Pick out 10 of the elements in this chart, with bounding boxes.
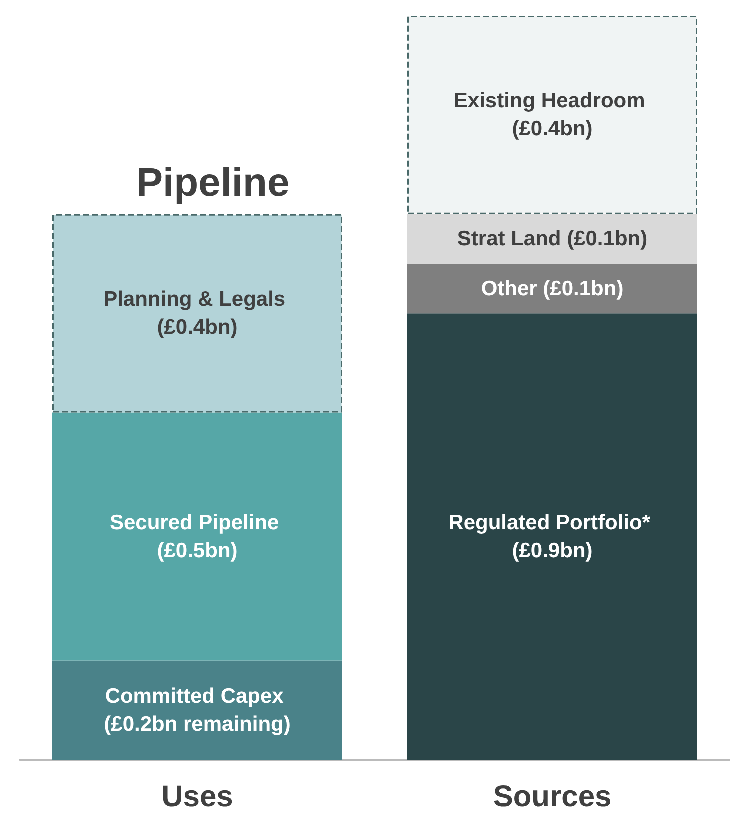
text: Pipeline <box>136 161 290 205</box>
data-label: Strat Land (£0.1bn) <box>457 228 648 251</box>
data-label: Other (£0.1bn) <box>481 277 624 300</box>
x-tick-label: Uses <box>162 780 234 814</box>
data-label: Planning & Legals (£0.4bn) <box>104 288 292 340</box>
data-label: Committed Capex (£0.2bn remaining) <box>104 684 291 736</box>
x-tick-label: Sources <box>493 780 612 814</box>
data-label: Regulated Portfolio* (£0.9bn) <box>448 511 656 562</box>
data-label: Secured Pipeline (£0.5bn) <box>110 511 286 562</box>
data-label: Existing Headroom (£0.4bn) <box>454 90 652 141</box>
